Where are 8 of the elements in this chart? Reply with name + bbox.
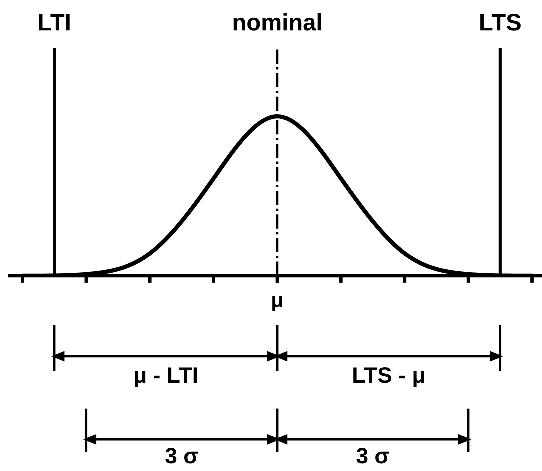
text: μ [272, 296, 282, 312]
text: 3 σ [166, 448, 198, 464]
text: LTI [39, 14, 70, 31]
text: 3 σ [356, 448, 390, 464]
text: μ - LTI [135, 368, 198, 388]
text: LTS [480, 14, 521, 31]
text: nominal [234, 13, 322, 31]
text: LTS - μ [354, 368, 424, 388]
